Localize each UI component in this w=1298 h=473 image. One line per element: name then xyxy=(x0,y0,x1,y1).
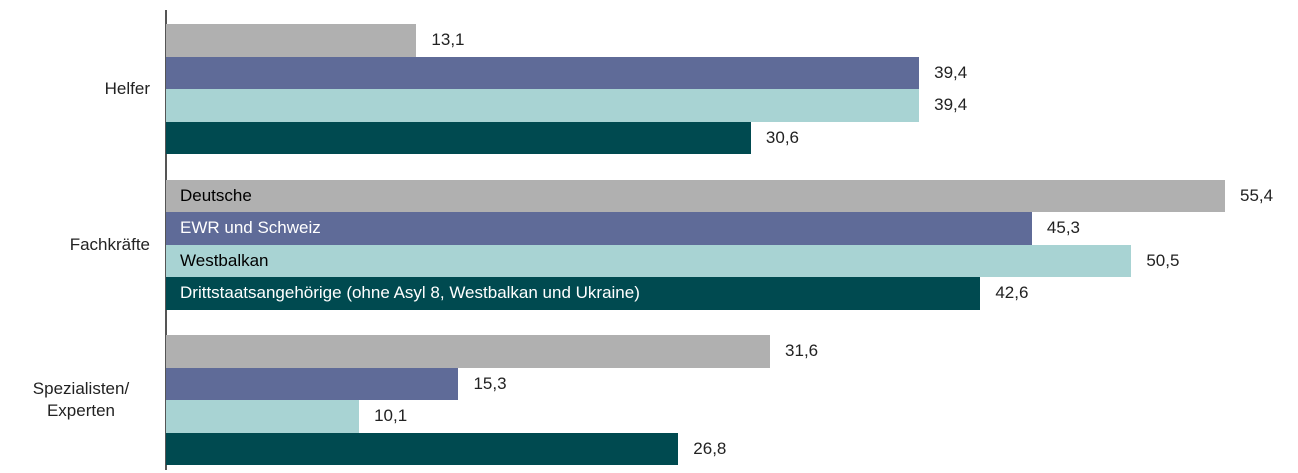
value-label: 31,6 xyxy=(785,341,819,360)
category-label-wrap: Helfer xyxy=(0,78,150,100)
value-label: 45,3 xyxy=(1046,218,1081,237)
category-label: Helfer xyxy=(104,79,150,98)
value-label: 50,5 xyxy=(1146,250,1180,270)
legend-label: EWR und Schweiz xyxy=(180,218,321,237)
bar xyxy=(166,121,751,154)
bar xyxy=(166,432,679,465)
category-label: Fachkräfte xyxy=(69,234,150,254)
value-label: 39,4 xyxy=(934,62,968,82)
bar xyxy=(166,244,1132,277)
bar xyxy=(166,277,981,310)
category-label-wrap: Spezialisten/ Experten xyxy=(0,378,150,422)
legend-label: Deutsche xyxy=(180,185,252,205)
bar xyxy=(166,56,920,89)
bar xyxy=(166,367,459,400)
category-label-wrap: Fachkräfte xyxy=(0,234,150,256)
bar xyxy=(166,335,771,368)
value-label: 15,3 xyxy=(473,373,507,393)
category-label: Spezialisten/ Experten xyxy=(32,379,130,420)
bar xyxy=(166,179,1225,212)
bar xyxy=(166,212,1032,245)
legend-label: Drittstaatsangehörige (ohne Asyl 8, West… xyxy=(180,283,640,302)
value-label: 30,6 xyxy=(765,127,800,147)
bar xyxy=(166,89,920,122)
bar xyxy=(166,24,417,57)
value-label: 55,4 xyxy=(1240,185,1274,205)
value-label: 13,1 xyxy=(431,30,465,49)
bar xyxy=(166,400,360,433)
value-label: 26,8 xyxy=(693,438,727,458)
value-label: 42,6 xyxy=(995,283,1029,302)
value-label: 10,1 xyxy=(374,406,408,425)
legend-label: Westbalkan xyxy=(180,250,269,270)
value-label: 39,4 xyxy=(934,95,968,114)
